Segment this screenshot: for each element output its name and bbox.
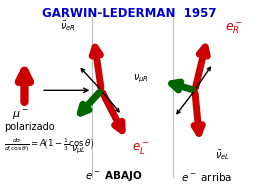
Text: $e^-$ arriba: $e^-$ arriba bbox=[181, 171, 232, 183]
Text: $\nu_{\mu R}$: $\nu_{\mu R}$ bbox=[133, 73, 149, 85]
Text: $\mu^-$: $\mu^-$ bbox=[12, 108, 28, 122]
Text: $\bar{\nu}_{eR}$: $\bar{\nu}_{eR}$ bbox=[60, 19, 76, 33]
Text: GARWIN-LEDERMAN  1957: GARWIN-LEDERMAN 1957 bbox=[42, 7, 217, 20]
Text: $\frac{d\sigma}{d(\cos\theta)} = A\!\left(1 - \frac{1}{3}\cos\theta\right)$: $\frac{d\sigma}{d(\cos\theta)} = A\!\lef… bbox=[4, 137, 95, 154]
Text: $e^-_L$: $e^-_L$ bbox=[132, 142, 149, 157]
Text: $\nu_{\mu L}$: $\nu_{\mu L}$ bbox=[71, 144, 86, 156]
Text: $\bar{\nu}_{eL}$: $\bar{\nu}_{eL}$ bbox=[215, 148, 231, 161]
Text: polarizado: polarizado bbox=[4, 122, 55, 132]
Text: $e^-$ ABAJO: $e^-$ ABAJO bbox=[85, 169, 143, 183]
Text: $e^-_R$: $e^-_R$ bbox=[225, 21, 243, 36]
